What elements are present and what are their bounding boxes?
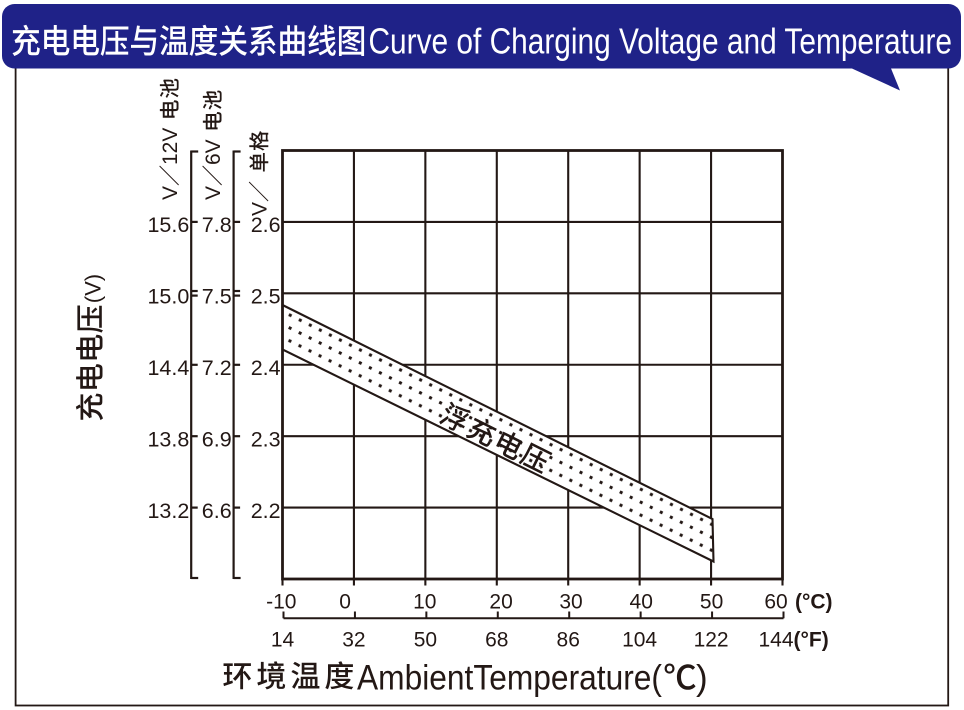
svg-text:(°C): (°C) xyxy=(795,590,833,613)
svg-text:-10: -10 xyxy=(266,590,296,613)
svg-text:0: 0 xyxy=(339,590,351,613)
svg-text:12V: 12V xyxy=(159,128,182,165)
svg-text:2.5: 2.5 xyxy=(251,285,281,309)
svg-text:6.6: 6.6 xyxy=(202,499,232,523)
svg-text:2.2: 2.2 xyxy=(251,499,281,523)
svg-text:30: 30 xyxy=(559,590,582,613)
svg-text:50: 50 xyxy=(700,590,723,613)
svg-text:6V: 6V xyxy=(202,139,225,165)
svg-text:AmbientTemperature(: AmbientTemperature( xyxy=(357,658,662,697)
svg-text:): ) xyxy=(696,658,708,697)
svg-text:15.6: 15.6 xyxy=(147,213,189,237)
svg-text:122: 122 xyxy=(694,628,729,651)
svg-text:2.6: 2.6 xyxy=(251,213,281,237)
svg-text:7.8: 7.8 xyxy=(202,213,232,237)
svg-text:68: 68 xyxy=(485,628,508,651)
svg-text:104: 104 xyxy=(622,628,657,651)
svg-text:7.5: 7.5 xyxy=(202,285,232,309)
svg-text:144: 144 xyxy=(758,628,793,651)
svg-text:15.0: 15.0 xyxy=(147,285,189,309)
svg-text:2.4: 2.4 xyxy=(251,356,281,380)
svg-text:V: V xyxy=(159,186,182,200)
svg-text:Curve of Charging Voltage and: Curve of Charging Voltage and Temperatur… xyxy=(369,21,953,62)
svg-text:(°F): (°F) xyxy=(794,628,829,651)
svg-text:V: V xyxy=(202,186,225,200)
svg-text:14: 14 xyxy=(271,628,295,651)
svg-text:40: 40 xyxy=(630,590,653,613)
svg-text:10: 10 xyxy=(413,590,436,613)
svg-text:6.9: 6.9 xyxy=(202,427,232,451)
svg-text:13.2: 13.2 xyxy=(147,499,189,523)
svg-text:86: 86 xyxy=(557,628,580,651)
svg-text:(V): (V) xyxy=(81,274,106,303)
svg-text:7.2: 7.2 xyxy=(202,356,232,380)
svg-text:V: V xyxy=(249,202,272,216)
svg-text:60: 60 xyxy=(764,590,787,613)
svg-text:32: 32 xyxy=(342,628,365,651)
svg-text:50: 50 xyxy=(414,628,437,651)
svg-text:13.8: 13.8 xyxy=(147,427,189,451)
svg-text:20: 20 xyxy=(489,590,512,613)
svg-text:2.3: 2.3 xyxy=(251,427,281,451)
svg-text:14.4: 14.4 xyxy=(147,356,189,380)
